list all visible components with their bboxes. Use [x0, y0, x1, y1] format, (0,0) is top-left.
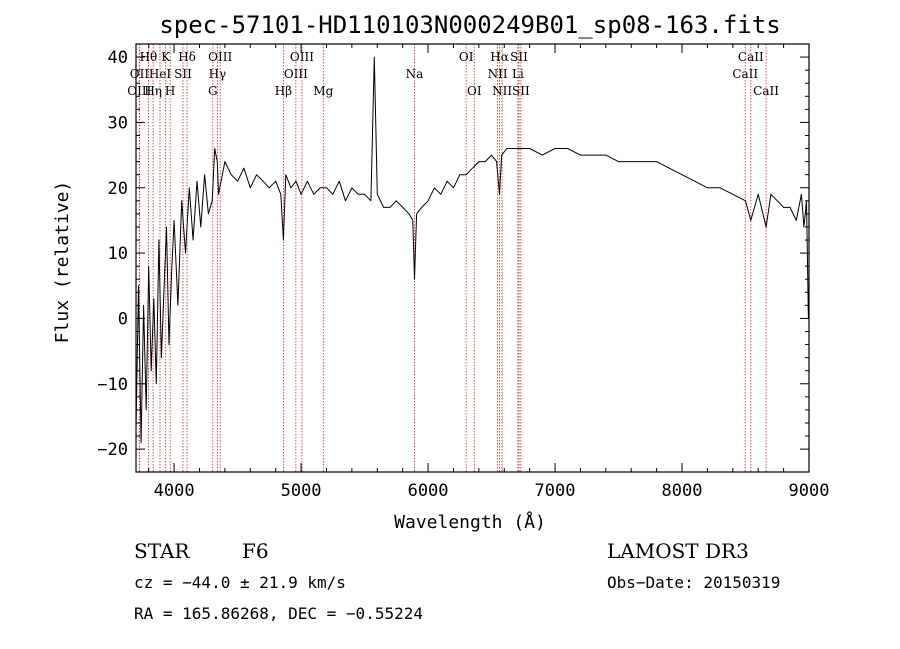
line-label-18: OI	[467, 84, 482, 98]
axis-ticks: 4000 5000 6000 7000 8000 9000 −20 −10 0 10 20 30 40	[97, 44, 829, 501]
x-tick-label-4: 8000	[662, 481, 703, 501]
line-label-19: Hα	[490, 50, 509, 64]
y-tick-label-2: 0	[118, 309, 128, 329]
line-label-6: Hδ	[178, 50, 196, 64]
spectrum-series	[135, 56, 810, 444]
y-tick-label-1: −10	[97, 375, 128, 395]
line-label-14: Hβ	[275, 84, 292, 98]
line-label-11: G	[208, 84, 218, 98]
line-label-8: H	[165, 84, 175, 98]
line-label-25: CaII	[738, 50, 764, 64]
x-tick-label-2: 6000	[408, 481, 449, 501]
spectrum-line-0	[135, 56, 810, 444]
line-label-4: HeI	[149, 67, 172, 81]
spectral-line-markers	[138, 44, 767, 472]
survey-label: LAMOST DR3	[607, 539, 749, 563]
line-label-7: SII	[174, 67, 192, 81]
line-label-9: OIII	[208, 50, 232, 64]
line-label-24: SII	[512, 84, 530, 98]
spectral-line-labels: Hθ OII OIII K HeI Hη Hδ SII H OIII Hγ G OIII OIII Hβ Mg…	[127, 50, 779, 98]
y-tick-label-0: −20	[97, 440, 128, 460]
line-label-26: CaII	[732, 67, 758, 81]
x-axis-label: Wavelength (Å)	[394, 511, 546, 533]
line-label-13: OIII	[284, 67, 308, 81]
y-axis-label: Flux (relative)	[52, 181, 73, 344]
line-label-12: OIII	[290, 50, 314, 64]
line-label-22: Li	[512, 67, 524, 81]
coordinates: RA = 165.86268, DEC = −0.55224	[134, 604, 423, 623]
redshift-cz: cz = −44.0 ± 21.9 km/s	[134, 573, 346, 592]
y-tick-label-6: 40	[108, 48, 128, 68]
line-label-2: OIII	[127, 84, 151, 98]
line-label-17: OI	[459, 50, 474, 64]
line-label-16: Na	[406, 67, 424, 81]
x-tick-label-3: 7000	[535, 481, 576, 501]
x-tick-label-1: 5000	[281, 481, 322, 501]
observation-date: Obs−Date: 20150319	[607, 573, 780, 592]
object-class: STAR	[134, 539, 190, 563]
y-tick-label-5: 30	[108, 113, 128, 133]
line-label-1: OII	[130, 67, 150, 81]
y-tick-label-3: 10	[108, 244, 128, 264]
subclass: F6	[242, 539, 269, 563]
plot-frame	[135, 43, 810, 473]
line-label-20: SII	[510, 50, 528, 64]
line-label-3: K	[161, 50, 171, 64]
line-label-23: NII	[492, 84, 512, 98]
y-tick-label-4: 20	[108, 179, 128, 199]
line-label-27: CaII	[753, 84, 779, 98]
x-tick-label-5: 9000	[789, 481, 830, 501]
line-label-0: Hθ	[140, 50, 158, 64]
line-label-5: Hη	[144, 84, 162, 98]
line-label-10: Hγ	[209, 67, 227, 81]
line-label-15: Mg	[313, 84, 333, 98]
line-label-21: NII	[488, 67, 508, 81]
chart-title: spec-57101-HD110103N000249B01_sp08-163.f…	[159, 11, 780, 39]
x-tick-label-0: 4000	[154, 481, 195, 501]
